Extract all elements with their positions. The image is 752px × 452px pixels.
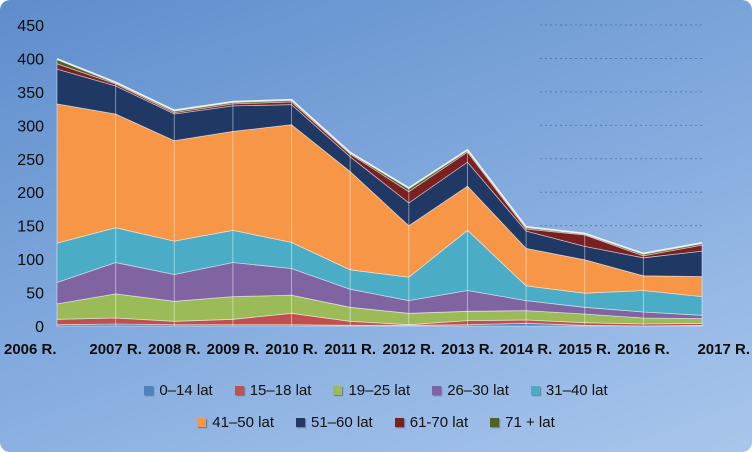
x-tick-label: 2013 R. (441, 341, 494, 358)
legend-swatch (234, 385, 244, 395)
y-tick-label: 350 (17, 85, 44, 102)
legend-item: 19–25 lat (333, 382, 410, 399)
x-tick-label: 2017 R. (697, 341, 750, 358)
y-tick-label: 250 (17, 152, 44, 169)
legend-label: 71 + lat (505, 413, 555, 431)
x-tick-label: 2006 R. (4, 341, 57, 358)
legend-swatch (490, 417, 500, 427)
y-tick-label: 0 (35, 319, 44, 336)
legend-item: 26–30 lat (432, 382, 509, 399)
x-tick-label: 2015 R. (558, 341, 611, 358)
area-top-edge (56, 58, 703, 255)
x-tick-label: 2010 R. (265, 341, 318, 358)
y-tick-label: 200 (17, 185, 44, 202)
legend-label: 0–14 lat (159, 381, 213, 399)
y-tick-label: 100 (17, 252, 44, 269)
x-tick-label: 2011 R. (324, 341, 376, 358)
x-tick-label: 2016 R. (617, 341, 670, 358)
legend-swatch (530, 385, 540, 395)
legend-row: 41–50 lat 51–60 lat 61-70 lat 71 + lat (0, 406, 752, 438)
legend-item: 41–50 lat (197, 414, 274, 431)
legend-label: 51–60 lat (311, 413, 373, 431)
x-tick-label: 2008 R. (148, 341, 201, 358)
legend-swatch (296, 417, 305, 427)
y-tick-label: 300 (17, 118, 44, 135)
legend-item: 31–40 lat (530, 381, 608, 399)
legend-label: 19–25 lat (348, 381, 411, 399)
legend-item: 51–60 lat (296, 414, 373, 431)
x-tick-label: 2009 R. (207, 341, 260, 358)
legend-row: 0–14 lat 15–18 lat 19–25 lat 26–30 lat 31–40… (0, 374, 752, 406)
legend-swatch (333, 385, 343, 395)
legend-swatch (394, 417, 404, 427)
legend-item: 15–18 lat (234, 381, 312, 399)
area-chart: 0 50 100 150 200 250 300 350 400 450 2006 R. 2007 … (4, 18, 750, 358)
legend-label: 26–30 lat (447, 381, 509, 399)
legend-swatch (432, 385, 442, 395)
legend-label: 61-70 lat (409, 413, 469, 431)
legend-label: 31–40 lat (545, 381, 608, 399)
y-tick-label: 150 (17, 219, 44, 236)
x-tick-label: 2012 R. (383, 341, 436, 358)
legend-item: 71 + lat (490, 414, 555, 431)
x-tick-label: 2007 R. (89, 341, 142, 358)
legend-swatch (197, 417, 207, 427)
legend-swatch (144, 385, 154, 395)
legend-label: 15–18 lat (249, 381, 312, 399)
y-tick-label: 450 (17, 18, 44, 35)
legend-label: 41–50 lat (212, 413, 274, 431)
y-tick-label: 50 (26, 286, 44, 303)
y-tick-label: 400 (17, 51, 44, 68)
legend-item: 61-70 lat (394, 413, 469, 431)
x-tick-label: 2014 R. (500, 341, 553, 358)
legend: 0–14 lat 15–18 lat 19–25 lat 26–30 lat 31–40… (0, 374, 752, 438)
legend-item: 0–14 lat (144, 381, 213, 399)
